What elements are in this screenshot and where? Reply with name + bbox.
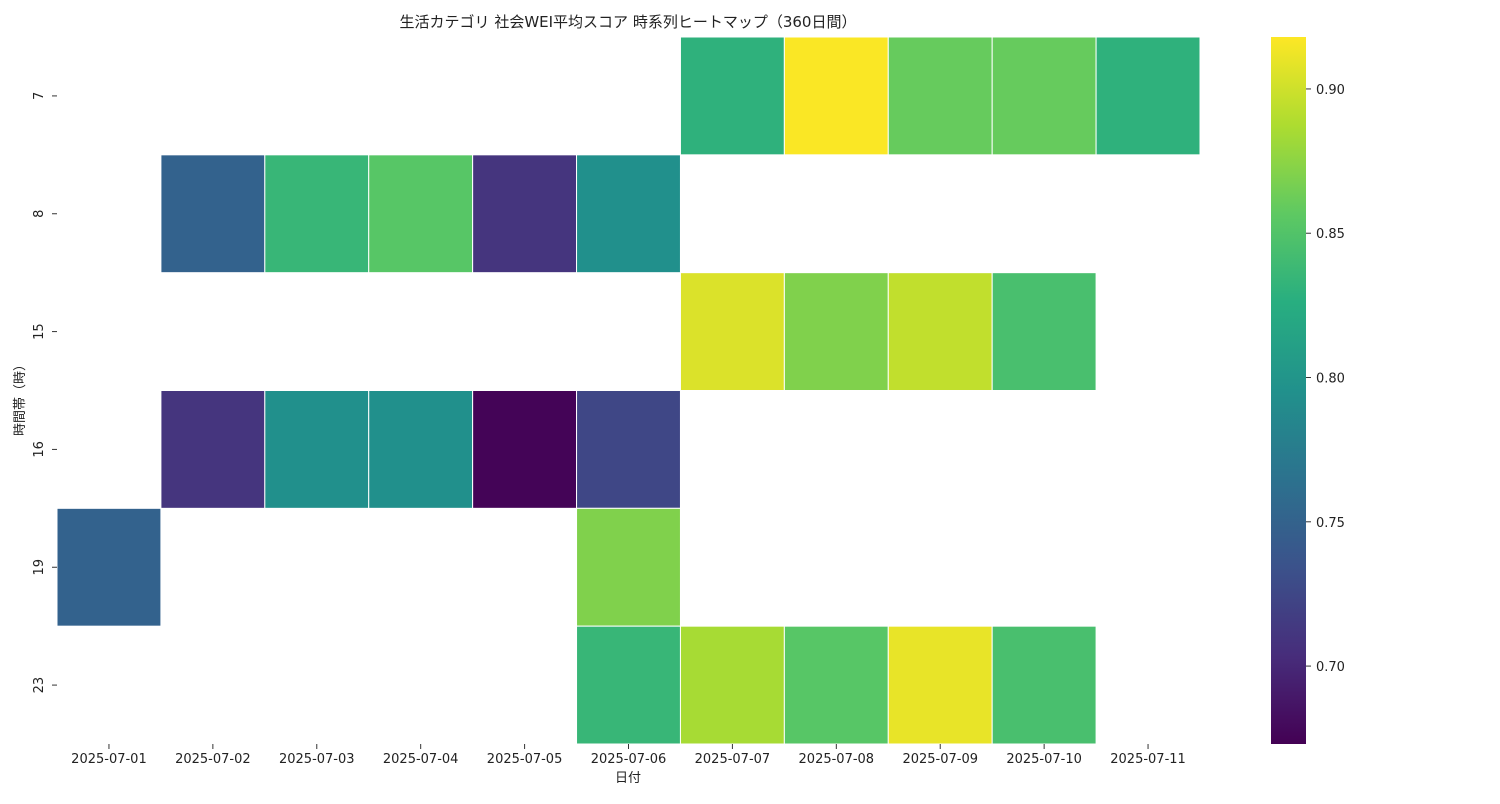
heatmap-cell [679, 36, 785, 156]
x-tick-label: 2025-07-04 [383, 752, 459, 767]
x-tick-label: 2025-07-05 [487, 752, 563, 767]
heatmap-cell [576, 625, 681, 745]
heatmap-cell [264, 154, 370, 274]
heatmap-cell [887, 272, 993, 391]
heatmap-cell [783, 36, 889, 156]
heatmap-cell [368, 390, 474, 509]
heatmap-cell [991, 625, 1097, 745]
heatmap-cell [783, 272, 889, 391]
heatmap-cell [160, 154, 266, 274]
heatmap-cell [472, 390, 578, 509]
heatmap-cell [264, 390, 370, 509]
colorbar-tick-label: 0.70 [1316, 660, 1345, 675]
heatmap-cell [679, 272, 785, 391]
colorbar-tick-label: 0.85 [1316, 227, 1345, 242]
heatmap-cell [576, 390, 681, 509]
x-tick-label: 2025-07-09 [902, 752, 978, 767]
x-tick-label: 2025-07-11 [1110, 752, 1186, 767]
heatmap-cell [576, 507, 681, 627]
x-tick-label: 2025-07-08 [799, 752, 875, 767]
y-axis-label: 時間帯（時） [13, 358, 28, 436]
x-axis: 2025-07-01 2025-07-02 2025-07-03 2025-07-04… [71, 744, 1186, 767]
y-tick-label: 19 [32, 559, 47, 576]
heatmap-cell [1095, 36, 1201, 156]
colorbar [1271, 37, 1306, 744]
x-tick-label: 2025-07-02 [175, 752, 251, 767]
colorbar-tick-label: 0.90 [1316, 83, 1345, 98]
heatmap-cell [991, 36, 1097, 156]
heatmap-cell [783, 625, 889, 745]
x-tick-label: 2025-07-06 [591, 752, 667, 767]
heatmap-cell [368, 154, 474, 274]
y-axis: 7 8 15 16 19 23 [32, 92, 57, 694]
x-tick-label: 2025-07-03 [279, 752, 355, 767]
heatmap-cell [887, 36, 993, 156]
colorbar-ticks: 0.70 0.75 0.80 0.85 0.90 [1306, 83, 1345, 675]
heatmap-cell [576, 154, 681, 274]
heatmap-cell [56, 507, 162, 627]
heatmap-cell [160, 390, 266, 509]
heatmap-cell [887, 625, 993, 745]
x-tick-label: 2025-07-07 [695, 752, 771, 767]
x-axis-label: 日付 [615, 771, 641, 786]
chart-title: 生活カテゴリ 社会WEI平均スコア 時系列ヒートマップ（360日間） [400, 13, 857, 31]
y-tick-label: 23 [32, 677, 47, 694]
heatmap-cell [991, 272, 1097, 391]
heatmap-cells [56, 36, 1201, 745]
heatmap-cell [472, 154, 578, 274]
x-tick-label: 2025-07-01 [71, 752, 147, 767]
y-tick-label: 16 [32, 441, 47, 458]
colorbar-tick-label: 0.75 [1316, 516, 1345, 531]
heatmap-cell [679, 625, 785, 745]
y-tick-label: 8 [32, 210, 47, 218]
colorbar-tick-label: 0.80 [1316, 372, 1345, 387]
y-tick-label: 15 [32, 323, 47, 340]
y-tick-label: 7 [32, 92, 47, 100]
x-tick-label: 2025-07-10 [1006, 752, 1082, 767]
